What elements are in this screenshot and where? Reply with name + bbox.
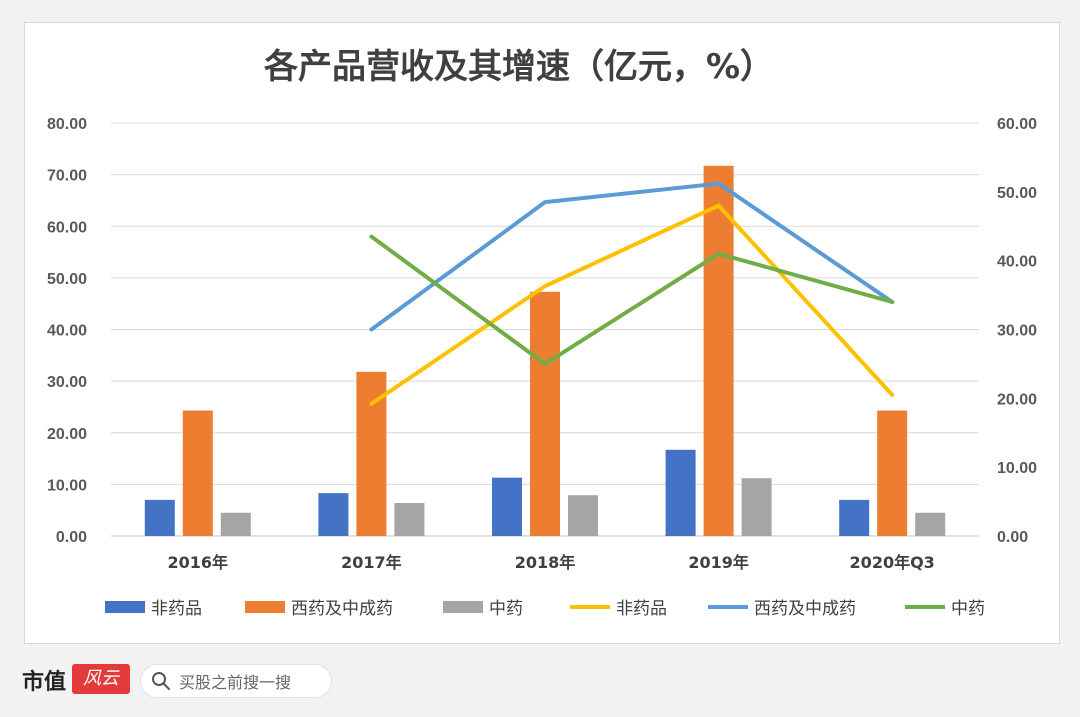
legend-label: 西药及中成药 [291,599,393,619]
legend-swatch-bar [443,601,483,613]
y-left-tick-label: 40.00 [47,323,87,340]
chart-card: 各产品营收及其增速（亿元，%） 0.00 10.00 20.00 30.00 40.00… [24,22,1060,644]
y-right-tick-label: 40.00 [997,254,1037,271]
footer-bar: 市值 风云 买股之前搜一搜 [0,650,1080,717]
y-left-tick-label: 20.00 [47,426,87,443]
legend-label: 西药及中成药 [754,599,856,619]
axis-layer: 0.00 10.00 20.00 30.00 40.00 50.00 60.00 70.00 8… [47,116,1037,572]
x-category-label: 2017年 [341,553,402,572]
bar-2-5 [877,410,908,536]
bar-1-1 [144,499,175,536]
brand-text: 市值 [22,670,67,695]
y-right-tick-label: 50.00 [997,185,1037,202]
y-left-tick-label: 50.00 [47,271,87,288]
bar-1-3 [492,477,522,536]
x-category-label: 2019年 [688,553,749,572]
bar-1-4 [665,449,696,536]
chart-title: 各产品营收及其增速（亿元，%） [264,47,774,87]
bar-2-3 [530,291,560,536]
bar-3-1 [220,512,251,536]
legend-label: 中药 [489,599,523,619]
legend-label: 中药 [951,599,985,619]
x-category-label: 2016年 [168,553,229,572]
y-right-tick-label: 20.00 [997,391,1037,408]
x-category-label: 2018年 [515,553,576,572]
bar-3-5 [915,512,946,536]
y-right-tick-label: 30.00 [997,323,1037,340]
bar-2-4 [703,165,734,536]
y-left-tick-label: 0.00 [56,529,87,546]
legend: 非药品 西药及中成药 中药 非药品 西药及中成药 中药 [105,599,985,619]
x-category-label: 2020年Q3 [850,553,935,572]
brand-logo-mark: 风云 [72,664,130,694]
bars-layer [144,165,946,536]
y-right-tick-label: 0.00 [997,529,1028,546]
line-series-2 [369,181,895,332]
line-series-3 [369,234,895,366]
y-left-tick-label: 10.00 [47,477,87,494]
line-series-1 [369,203,895,406]
search-placeholder: 买股之前搜一搜 [179,673,292,692]
y-left-tick-label: 70.00 [47,168,87,185]
y-left-tick-label: 60.00 [47,219,87,236]
bar-3-2 [394,502,425,536]
search-box[interactable]: 买股之前搜一搜 [140,664,332,698]
y-left-tick-label: 30.00 [47,374,87,391]
legend-swatch-bar [105,601,145,613]
legend-label: 非药品 [151,599,202,619]
bar-1-2 [318,493,349,536]
legend-swatch-bar [245,601,285,613]
lines-layer [369,181,895,406]
chart-svg: 各产品营收及其增速（亿元，%） 0.00 10.00 20.00 30.00 40.00… [47,47,1037,619]
search-icon [152,672,170,690]
bar-3-3 [568,495,598,536]
bar-3-4 [741,478,772,536]
bar-1-5 [839,499,870,536]
bar-2-1 [182,410,213,536]
y-right-tick-label: 60.00 [997,116,1037,133]
y-left-tick-label: 80.00 [47,116,87,133]
legend-label: 非药品 [616,599,667,619]
y-right-tick-label: 10.00 [997,460,1037,477]
